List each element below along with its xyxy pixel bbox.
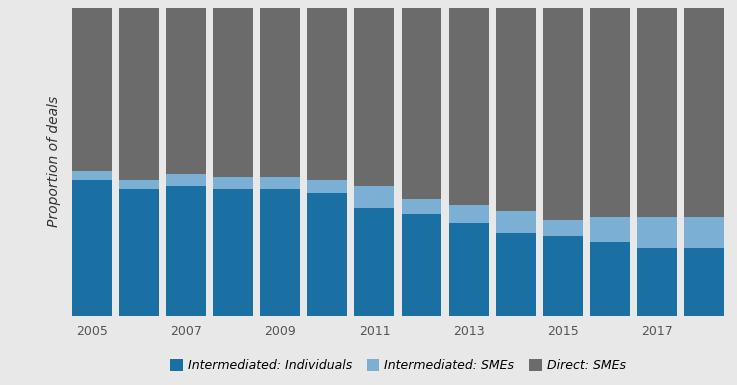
Bar	[167, 174, 206, 186]
Bar	[213, 189, 254, 316]
Bar	[542, 220, 583, 236]
Bar	[542, 8, 583, 220]
Bar	[213, 8, 254, 177]
Y-axis label: Proportion of deals: Proportion of deals	[46, 96, 60, 227]
Bar	[72, 8, 112, 171]
Bar	[684, 248, 724, 316]
Bar	[684, 217, 724, 248]
Bar	[684, 8, 724, 217]
Bar	[72, 180, 112, 316]
Bar	[495, 211, 536, 233]
Bar	[307, 192, 347, 316]
Bar	[542, 236, 583, 316]
Bar	[402, 214, 441, 316]
Bar	[260, 177, 301, 189]
Bar	[260, 8, 301, 177]
Bar	[637, 217, 677, 248]
Bar	[590, 242, 629, 316]
Bar	[307, 180, 347, 192]
Legend: Intermediated: Individuals, Intermediated: SMEs, Direct: SMEs: Intermediated: Individuals, Intermediate…	[165, 354, 631, 377]
Bar	[260, 189, 301, 316]
Bar	[402, 199, 441, 214]
Bar	[637, 248, 677, 316]
Bar	[354, 208, 394, 316]
Bar	[167, 186, 206, 316]
Bar	[590, 217, 629, 242]
Bar	[354, 186, 394, 208]
Bar	[213, 177, 254, 189]
Bar	[495, 8, 536, 211]
Bar	[72, 171, 112, 180]
Bar	[119, 8, 159, 180]
Bar	[495, 233, 536, 316]
Bar	[449, 8, 489, 205]
Bar	[449, 205, 489, 223]
Bar	[119, 180, 159, 189]
Bar	[637, 8, 677, 217]
Bar	[307, 8, 347, 180]
Bar	[119, 189, 159, 316]
Bar	[402, 8, 441, 199]
Bar	[354, 8, 394, 186]
Bar	[167, 8, 206, 174]
Bar	[449, 223, 489, 316]
Bar	[590, 8, 629, 217]
